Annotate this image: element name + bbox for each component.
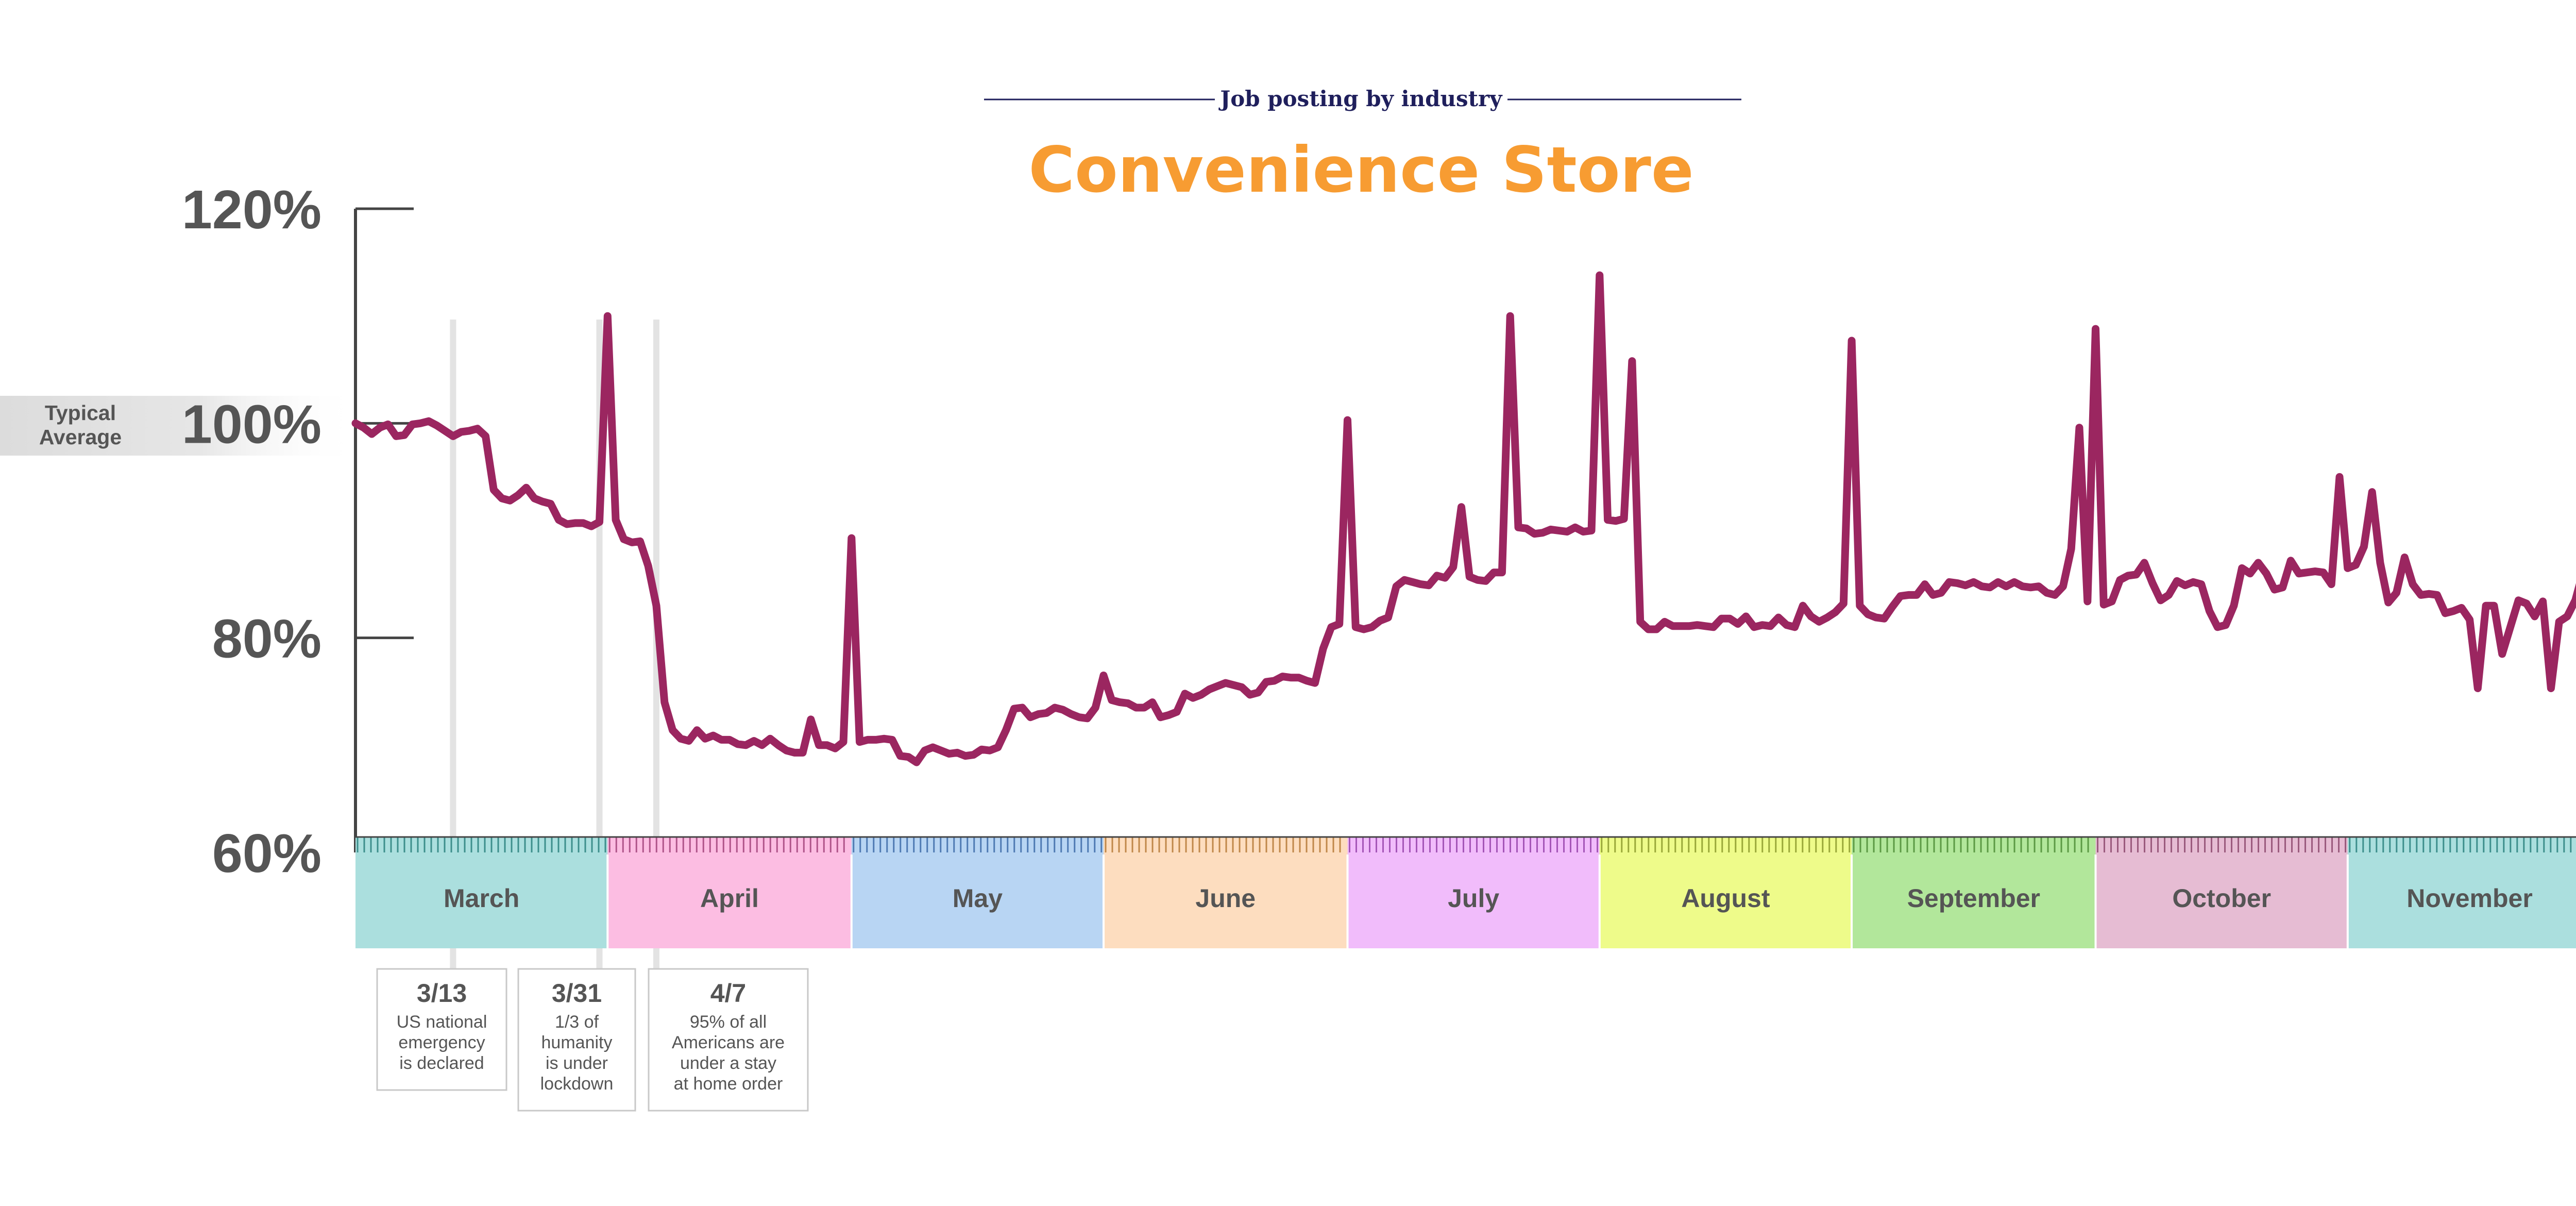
annotation-text: emergency <box>398 1033 485 1052</box>
month-label: November <box>2406 884 2533 913</box>
annotation-text: 95% of all <box>690 1012 767 1032</box>
annotation-text: Americans are <box>672 1033 785 1052</box>
supertitle: Job posting by industry <box>1218 86 1503 111</box>
y-tick-label: 100% <box>182 394 321 455</box>
annotation-text: lockdown <box>540 1074 614 1094</box>
series-line <box>351 271 2576 766</box>
typical-average-label-line1: Typical <box>45 401 116 425</box>
annotation-text: humanity <box>541 1033 613 1052</box>
annotation-box <box>648 968 809 1112</box>
month-band <box>2095 837 2348 948</box>
y-tick-label: 60% <box>212 823 321 884</box>
month-label: October <box>2172 884 2271 913</box>
annotation-text: is under <box>546 1053 608 1073</box>
chart-title: Convenience Store <box>1028 133 1693 207</box>
annotation-box <box>376 968 507 1091</box>
month-label: August <box>1681 884 1770 913</box>
annotation-text: 1/3 of <box>555 1012 599 1032</box>
y-tick-label: 120% <box>182 179 321 240</box>
month-label: April <box>700 884 759 913</box>
month-band <box>1599 837 1852 948</box>
y-axis: 60% 80% 100% 120% <box>182 179 414 884</box>
annotation-date: 3/13 <box>417 979 467 1008</box>
annotation-text: at home order <box>674 1074 783 1094</box>
annotation-date: 4/7 <box>710 979 747 1008</box>
month-label: September <box>1907 884 2040 913</box>
annotation-text: under a stay <box>680 1053 776 1073</box>
month-band <box>851 837 1104 948</box>
month-strip: March April May June July August September Octo… <box>355 836 2576 948</box>
month-label: May <box>953 884 1003 913</box>
y-tick-label: 80% <box>212 609 321 669</box>
annotation-box <box>517 968 636 1112</box>
month-label: July <box>1448 884 1499 913</box>
month-label: March <box>444 884 519 913</box>
month-band <box>355 837 608 948</box>
typical-average-label-line2: Average <box>39 425 122 449</box>
month-band <box>1852 837 2096 948</box>
month-band <box>2347 837 2576 948</box>
month-band <box>1347 837 1600 948</box>
month-band <box>1104 837 1348 948</box>
month-band <box>607 837 852 948</box>
annotation-date: 3/31 <box>552 979 602 1008</box>
typical-average-band <box>0 396 361 456</box>
annotation-text: US national <box>397 1012 487 1032</box>
series-layer <box>351 271 2576 766</box>
annotation-text: is declared <box>399 1053 484 1073</box>
month-label: June <box>1195 884 1256 913</box>
